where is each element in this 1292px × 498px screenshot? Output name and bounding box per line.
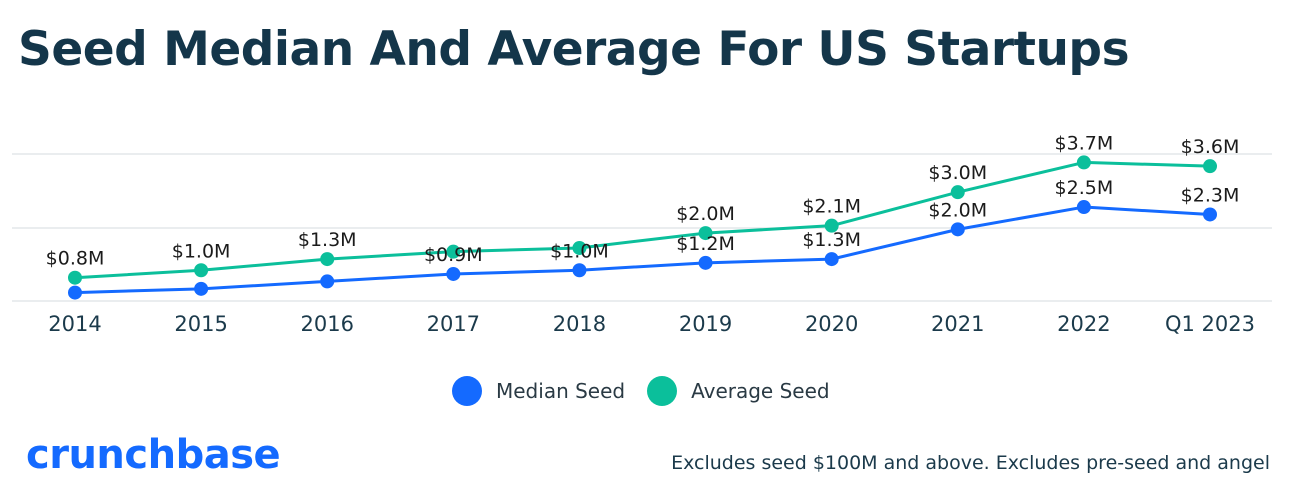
legend-label-average: Average Seed bbox=[691, 379, 830, 403]
median-seed-point bbox=[1076, 200, 1091, 215]
average-seed-point bbox=[1203, 159, 1217, 174]
legend-swatch-median bbox=[452, 376, 482, 406]
x-tick-label: 2022 bbox=[1057, 312, 1110, 336]
average-seed-point bbox=[1076, 155, 1091, 170]
chart-title: Seed Median And Average For US Startups bbox=[18, 22, 1130, 77]
average-seed-data-label: $0.8M bbox=[46, 248, 105, 270]
grid-lines bbox=[12, 153, 1272, 302]
average-seed-data-label: $1.3M bbox=[298, 229, 357, 251]
average-seed-data-label: $2.0M bbox=[676, 203, 735, 225]
crunchbase-logo: crunchbase bbox=[26, 432, 281, 478]
median-seed-data-label: $2.5M bbox=[1055, 177, 1114, 199]
footnote: Excludes seed $100M and above. Excludes … bbox=[671, 452, 1270, 474]
median-seed-point bbox=[824, 252, 839, 267]
line-chart: 2014 2015 2016 2017 2018 2019 2020 2021 2022 Q1 2… bbox=[12, 132, 1272, 336]
legend-swatch-average bbox=[647, 376, 678, 406]
legend-item-average: Average Seed bbox=[647, 376, 830, 406]
average-seed-data-label: $3.6M bbox=[1181, 136, 1240, 158]
series-points bbox=[68, 155, 1217, 300]
median-seed-point bbox=[194, 281, 209, 296]
average-seed-point bbox=[446, 244, 461, 259]
median-seed-point bbox=[572, 263, 587, 278]
median-seed-data-label: $2.3M bbox=[1181, 184, 1240, 206]
x-tick-label: Q1 2023 bbox=[1165, 312, 1255, 336]
legend-item-median: Median Seed bbox=[452, 376, 625, 406]
median-seed-data-label: $1.3M bbox=[802, 229, 861, 251]
median-seed-data-label: $1.2M bbox=[676, 233, 735, 255]
median-seed-data-label: $0.9M bbox=[424, 244, 483, 266]
x-tick-label: 2019 bbox=[679, 312, 732, 336]
x-tick-label: 2014 bbox=[48, 312, 101, 336]
x-tick-label: 2016 bbox=[300, 312, 353, 336]
x-tick-label: 2020 bbox=[805, 312, 858, 336]
data-labels: $0.9M $1.0M $1.2M $1.3M $2.0M $2.5M $2.3M $0.8M… bbox=[46, 132, 1240, 269]
legend-label-median: Median Seed bbox=[496, 379, 626, 403]
average-seed-data-label: $2.1M bbox=[802, 196, 861, 218]
median-seed-point bbox=[68, 285, 82, 300]
median-seed-point bbox=[320, 274, 335, 289]
average-seed-point bbox=[698, 226, 713, 241]
median-seed-point bbox=[446, 266, 461, 281]
median-seed-point bbox=[950, 222, 965, 237]
average-seed-point bbox=[950, 185, 965, 200]
median-seed-data-label: $2.0M bbox=[928, 199, 987, 221]
median-seed-data-label: $1.0M bbox=[550, 240, 609, 262]
median-seed-point bbox=[1203, 207, 1217, 222]
average-seed-data-label: $1.0M bbox=[172, 240, 231, 262]
x-tick-label: 2018 bbox=[553, 312, 606, 336]
x-tick-label: 2015 bbox=[174, 312, 227, 336]
legend: Median Seed Average Seed bbox=[452, 376, 830, 406]
median-seed-line bbox=[74, 205, 1211, 295]
average-seed-point bbox=[572, 240, 587, 255]
average-seed-point bbox=[194, 263, 209, 278]
average-seed-point bbox=[320, 252, 335, 267]
average-seed-point bbox=[824, 218, 839, 233]
x-tick-label: 2021 bbox=[931, 312, 984, 336]
average-seed-data-label: $3.7M bbox=[1055, 132, 1114, 154]
average-seed-line bbox=[74, 160, 1211, 280]
x-tick-label: 2017 bbox=[427, 312, 480, 336]
average-seed-data-label: $3.0M bbox=[928, 162, 987, 184]
average-seed-point bbox=[68, 270, 82, 285]
median-seed-point bbox=[698, 255, 713, 270]
x-axis-ticks: 2014 2015 2016 2017 2018 2019 2020 2021 2022 Q1 2… bbox=[48, 312, 1255, 336]
series-lines bbox=[74, 160, 1211, 295]
